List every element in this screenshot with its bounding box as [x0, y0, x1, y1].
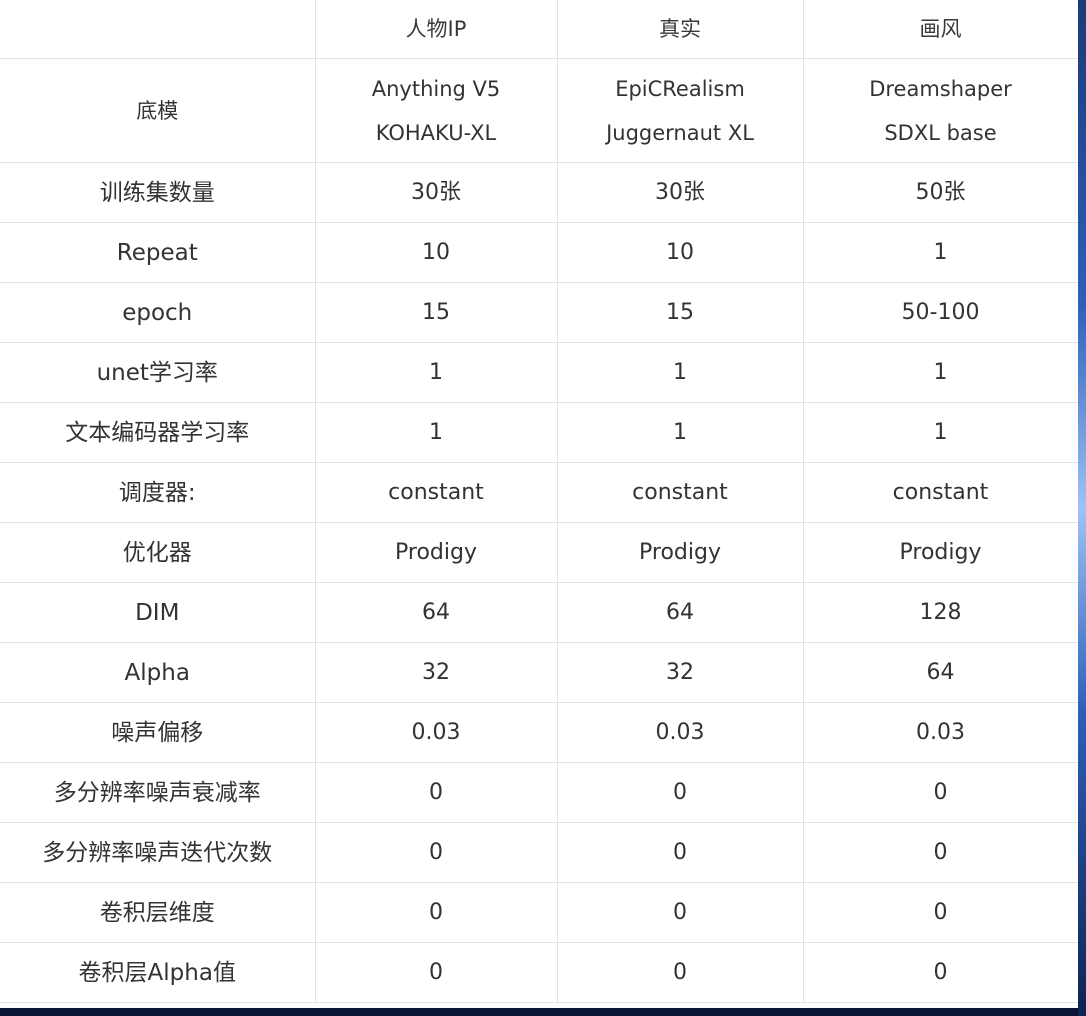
header-cell-realistic: 真实	[556, 0, 804, 59]
table-row: 调度器: constant constant constant	[0, 462, 1078, 523]
table-cell: 15	[314, 282, 558, 343]
table-cell: 0	[314, 882, 558, 943]
table-cell: constant	[556, 462, 804, 523]
table-cell: 0.03	[314, 702, 558, 763]
row-label: 训练集数量	[0, 162, 316, 223]
table-cell: 0	[556, 942, 804, 1003]
table-cell: 0	[314, 762, 558, 823]
row-label: 调度器:	[0, 462, 316, 523]
cell-line: Anything V5	[371, 76, 501, 101]
table-cell: 0	[556, 882, 804, 943]
table-row: 多分辨率噪声迭代次数 0 0 0	[0, 822, 1078, 883]
table-cell: 15	[556, 282, 804, 343]
row-label: 优化器	[0, 522, 316, 583]
table-cell: 0	[802, 822, 1078, 883]
table-row: unet学习率 1 1 1	[0, 342, 1078, 403]
row-label: 底模	[0, 58, 316, 163]
row-label: Repeat	[0, 222, 316, 283]
cell-line: EpiCRealism	[615, 76, 745, 101]
table-row: 多分辨率噪声衰减率 0 0 0	[0, 762, 1078, 823]
header-cell-art-style: 画风	[802, 0, 1078, 59]
cell-line: KOHAKU-XL	[375, 120, 497, 145]
table-cell: 0	[314, 942, 558, 1003]
table-cell: 64	[802, 642, 1078, 703]
table-cell: EpiCRealism Juggernaut XL	[556, 58, 804, 163]
table-cell: 1	[802, 402, 1078, 463]
row-label: DIM	[0, 582, 316, 643]
table-cell: 0	[556, 822, 804, 883]
table-cell: 32	[556, 642, 804, 703]
header-cell-character-ip: 人物IP	[314, 0, 558, 59]
table-cell: 64	[314, 582, 558, 643]
background-edge	[1078, 0, 1086, 1016]
table-cell: 0.03	[802, 702, 1078, 763]
row-label: unet学习率	[0, 342, 316, 403]
table-cell: 0.03	[556, 702, 804, 763]
table-cell: 0	[802, 882, 1078, 943]
table-cell: 64	[556, 582, 804, 643]
header-cell-corner	[0, 0, 316, 59]
table-cell: constant	[802, 462, 1078, 523]
table-row: DIM 64 64 128	[0, 582, 1078, 643]
table-row: 卷积层Alpha值 0 0 0	[0, 942, 1078, 1003]
cell-line: Juggernaut XL	[606, 120, 754, 145]
table-cell: 50张	[802, 162, 1078, 223]
table-row: epoch 15 15 50-100	[0, 282, 1078, 343]
table-cell: 32	[314, 642, 558, 703]
table-cell: 0	[802, 762, 1078, 823]
table-cell: 0	[802, 942, 1078, 1003]
table-row: 训练集数量 30张 30张 50张	[0, 162, 1078, 223]
table-cell: 1	[314, 342, 558, 403]
table-row-base-model: 底模 Anything V5 KOHAKU-XL EpiCRealism Jug…	[0, 58, 1078, 163]
table-cell: 30张	[314, 162, 558, 223]
training-params-table: 人物IP 真实 画风 底模 Anything V5 KOHAKU-XL EpiC…	[0, 0, 1078, 1003]
cell-line: Dreamshaper	[869, 76, 1012, 101]
table-row: Repeat 10 10 1	[0, 222, 1078, 283]
table-cell: 10	[314, 222, 558, 283]
table-cell: 128	[802, 582, 1078, 643]
table-cell: 1	[556, 342, 804, 403]
table-cell: Dreamshaper SDXL base	[802, 58, 1078, 163]
table-cell: 10	[556, 222, 804, 283]
row-label: 卷积层Alpha值	[0, 942, 316, 1003]
table-row: Alpha 32 32 64	[0, 642, 1078, 703]
cell-line: SDXL base	[884, 120, 997, 145]
table-cell: 1	[556, 402, 804, 463]
table-cell: 1	[314, 402, 558, 463]
table-cell: 30张	[556, 162, 804, 223]
table-cell: Prodigy	[556, 522, 804, 583]
row-label: 噪声偏移	[0, 702, 316, 763]
row-label: 多分辨率噪声迭代次数	[0, 822, 316, 883]
table-row: 噪声偏移 0.03 0.03 0.03	[0, 702, 1078, 763]
table-row: 优化器 Prodigy Prodigy Prodigy	[0, 522, 1078, 583]
table-cell: 50-100	[802, 282, 1078, 343]
table-cell: 0	[314, 822, 558, 883]
table-row: 文本编码器学习率 1 1 1	[0, 402, 1078, 463]
table-cell: Prodigy	[314, 522, 558, 583]
row-label: 多分辨率噪声衰减率	[0, 762, 316, 823]
table-cell: 1	[802, 342, 1078, 403]
table-cell: 0	[556, 762, 804, 823]
table-cell: 1	[802, 222, 1078, 283]
header-row: 人物IP 真实 画风	[0, 0, 1078, 59]
row-label: 卷积层维度	[0, 882, 316, 943]
table-cell: constant	[314, 462, 558, 523]
table-row: 卷积层维度 0 0 0	[0, 882, 1078, 943]
table-cell: Prodigy	[802, 522, 1078, 583]
table-cell: Anything V5 KOHAKU-XL	[314, 58, 558, 163]
row-label: epoch	[0, 282, 316, 343]
row-label: 文本编码器学习率	[0, 402, 316, 463]
row-label: Alpha	[0, 642, 316, 703]
